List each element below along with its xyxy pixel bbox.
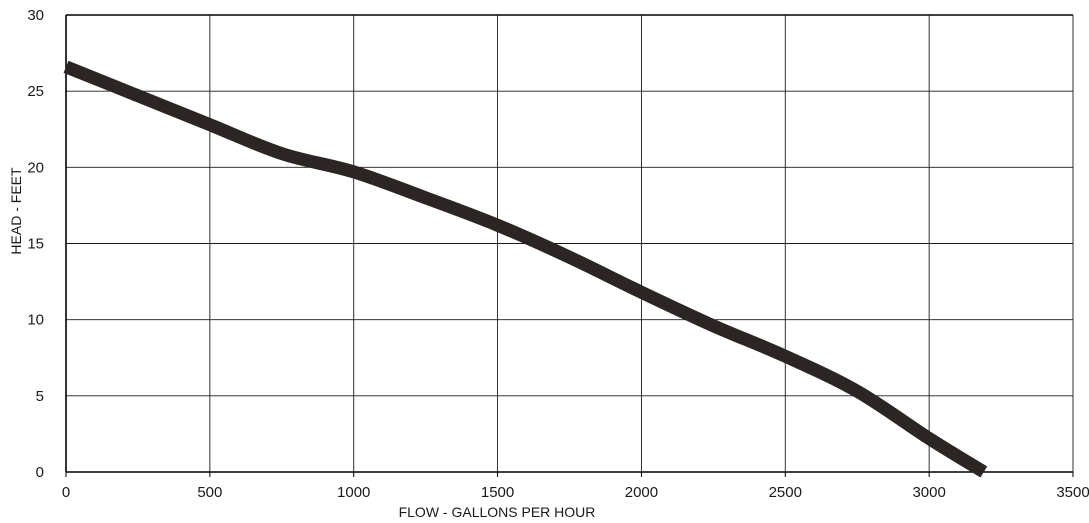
y-axis-title: HEAD - FEET: [8, 167, 24, 255]
grid: [66, 15, 1074, 472]
y-tick-label: 0: [36, 464, 44, 481]
axes: [65, 15, 1074, 477]
x-tick-label: 2500: [769, 484, 802, 501]
y-tick-label: 15: [27, 236, 44, 253]
y-tick-label: 30: [27, 7, 44, 24]
performance-curve: [63, 60, 988, 478]
y-tick-labels: 0 5 10 15 20 25 30: [27, 7, 44, 481]
series-layer: [63, 60, 988, 478]
y-tick-label: 10: [27, 312, 44, 329]
x-tick-label: 0: [62, 484, 70, 501]
y-tick-label: 5: [36, 388, 44, 405]
x-tick-label: 1500: [481, 484, 514, 501]
x-tick-label: 3000: [912, 484, 945, 501]
x-axis-title: FLOW - GALLONS PER HOUR: [399, 504, 596, 520]
y-tick-label: 25: [27, 83, 44, 100]
x-tick-label: 1000: [337, 484, 370, 501]
x-tick-labels: 0 500 1000 1500 2000 2500 3000 3500: [62, 484, 1089, 501]
y-tick-label: 20: [27, 159, 44, 176]
x-tick-label: 2000: [625, 484, 658, 501]
x-tick-label: 3500: [1056, 484, 1089, 501]
x-tick-label: 500: [197, 484, 222, 501]
